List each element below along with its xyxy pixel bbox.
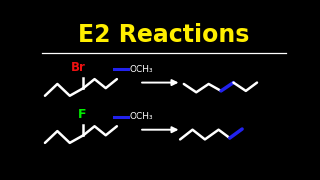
Text: OCH₃: OCH₃ bbox=[129, 112, 153, 121]
Text: OCH₃: OCH₃ bbox=[129, 65, 153, 74]
Text: F: F bbox=[78, 108, 86, 121]
Text: Br: Br bbox=[71, 61, 86, 74]
Text: E2 Reactions: E2 Reactions bbox=[78, 23, 250, 47]
